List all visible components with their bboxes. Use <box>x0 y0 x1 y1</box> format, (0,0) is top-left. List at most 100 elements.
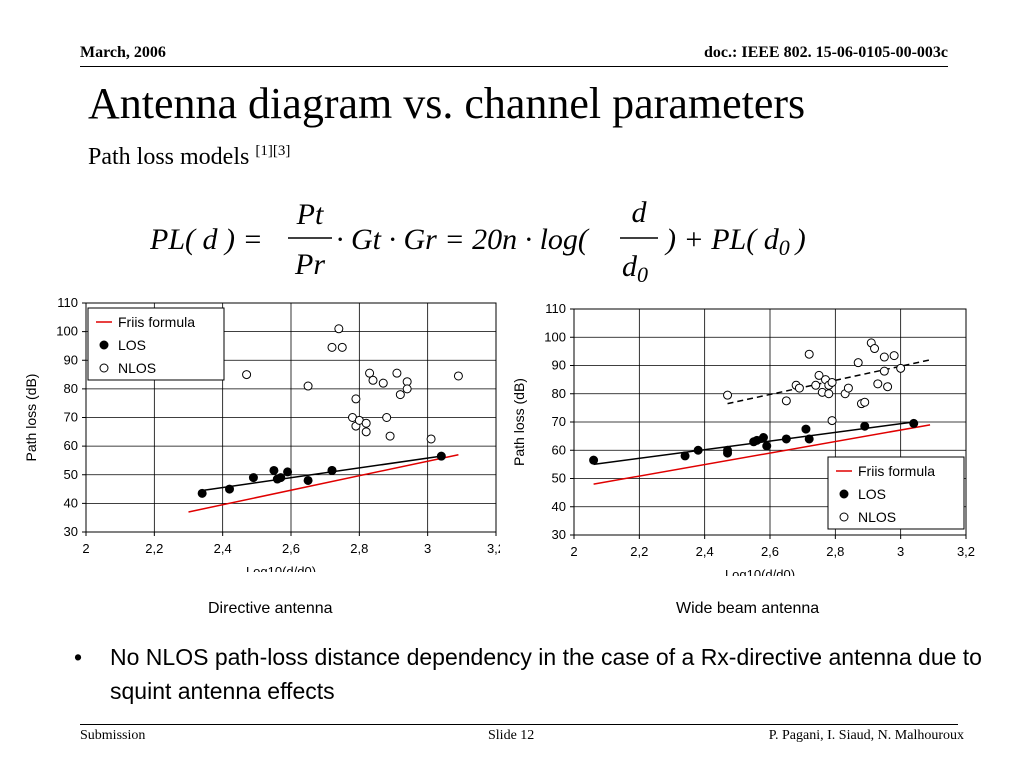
wide-beam-ytick-label: 30 <box>552 527 566 542</box>
directive-los-point <box>248 473 258 483</box>
formula-frac1-num: Pt <box>296 198 324 231</box>
footer-authors: P. Pagani, I. Siaud, N. Malhouroux <box>768 728 964 743</box>
wide-beam-nlos-point <box>879 352 889 362</box>
formula-frac2-num: d <box>632 196 648 229</box>
directive-x-axis-label: Log10(d/d0) <box>246 564 316 572</box>
directive-los-point <box>197 488 207 498</box>
chart-wide-beam-caption: Wide beam antenna <box>676 600 820 617</box>
directive-ytick-label: 60 <box>64 438 78 453</box>
formula-rhs-close: ) <box>794 223 806 256</box>
slide-subtitle: Path loss models [1][3] <box>88 143 290 170</box>
wide-beam-xtick-label: 3 <box>897 544 904 559</box>
path-loss-formula: PL( d ) = Pt Pr · Gt · Gr = 20n · log( d… <box>150 196 806 287</box>
formula-frac2-den-sub: 0 <box>637 262 648 287</box>
directive-legend-label: Friis formula <box>118 314 195 330</box>
chart-directive: 30 40 50 60 70 80 90 100 110 2 2,2 2,4 2,6 2,8 3 3,2 Log… <box>20 292 505 579</box>
directive-xtick-label: 2,8 <box>350 541 368 556</box>
wide-beam-ytick-label: 80 <box>552 386 566 401</box>
wide-beam-nlos-point <box>827 377 837 387</box>
directive-ytick-label: 50 <box>64 467 78 482</box>
wide-beam-xtick-label: 2,8 <box>826 544 844 559</box>
wide-beam-nlos-point <box>860 397 870 407</box>
directive-xtick-label: 2 <box>82 541 89 556</box>
wide-beam-los-point <box>589 455 599 465</box>
wide-beam-ytick-label: 70 <box>552 414 566 429</box>
directive-los-point <box>269 465 279 475</box>
directive-ytick-label: 100 <box>56 324 78 339</box>
wide-beam-xtick-label: 2,2 <box>630 544 648 559</box>
formula-mid: · Gt · Gr = 20n · log( <box>336 223 590 256</box>
directive-los-point <box>436 451 446 461</box>
wide-beam-ytick-label: 40 <box>552 499 566 514</box>
directive-nlos-point <box>361 418 371 428</box>
footer-slide-number: Slide 12 <box>488 728 535 743</box>
wide-beam-xtick-label: 2 <box>570 544 577 559</box>
chart-wide-beam-svg: 30 40 50 60 70 80 90 100 110 2 2,2 2,4 2,6 2,8 3 3,2 Log… <box>511 301 975 582</box>
directive-los-point <box>276 473 286 483</box>
directive-legend-los-swatch <box>99 340 109 350</box>
directive-nlos-point <box>426 434 436 444</box>
directive-nlos-point <box>365 368 375 378</box>
directive-legend-nlos-swatch <box>99 363 109 373</box>
wide-beam-los-point <box>693 445 703 455</box>
wide-beam-los-point <box>804 434 814 444</box>
directive-los-fit-line <box>202 455 442 492</box>
chart-wide-beam: 30 40 50 60 70 80 90 100 110 2 2,2 2,4 2,6 2,8 3 3,2 Log… <box>508 296 988 582</box>
formula-frac1-den: Pr <box>294 248 325 281</box>
wide-beam-xtick-label: 2,6 <box>761 544 779 559</box>
wide-beam-friis-formula-line <box>593 424 931 485</box>
directive-los-point <box>303 475 313 485</box>
directive-ytick-label: 110 <box>57 295 78 310</box>
wide-beam-nlos-point <box>794 383 804 393</box>
formula-lhs: PL( d ) = <box>150 223 263 256</box>
directive-xtick-label: 2,4 <box>214 541 232 556</box>
wide-beam-nlos-point <box>883 382 893 392</box>
directive-legend-label: LOS <box>118 337 146 353</box>
wide-beam-nlos-point <box>811 380 821 390</box>
wide-beam-xtick-label: 2,4 <box>696 544 714 559</box>
formula-rhs-main: ) + PL( d <box>664 223 780 256</box>
subtitle-refs: [1][3] <box>255 143 291 159</box>
directive-legend <box>87 307 225 381</box>
directive-xtick-label: 3,2 <box>487 541 500 556</box>
wide-beam-legend-los-swatch <box>839 489 849 499</box>
formula-frac2-den-d: d <box>622 250 638 283</box>
directive-los-point <box>225 484 234 494</box>
bullet-mark: • <box>74 644 83 670</box>
formula-rhs: ) + PL( d0) <box>664 223 806 260</box>
wide-beam-legend <box>827 456 965 530</box>
wide-beam-xtick-label: 3,2 <box>957 544 975 559</box>
directive-nlos-point <box>378 378 388 388</box>
wide-beam-los-point <box>758 433 768 443</box>
wide-beam-nlos-point <box>814 370 824 380</box>
directive-ytick-label: 40 <box>64 495 78 510</box>
directive-nlos-point <box>361 427 371 437</box>
formula-frac2-den: d0 <box>622 250 648 287</box>
chart-directive-caption: Directive antenna <box>208 600 333 617</box>
wide-beam-legend-nlos-swatch <box>839 512 849 522</box>
directive-los-point <box>283 467 293 477</box>
subtitle-text: Path loss models <box>88 144 256 170</box>
directive-nlos-point <box>385 431 395 441</box>
wide-beam-nlos-point <box>843 383 853 393</box>
directive-legend-label: NLOS <box>118 360 156 376</box>
directive-nlos-point <box>334 324 344 334</box>
directive-friis-formula-line <box>188 453 459 513</box>
wide-beam-los-point <box>860 421 870 431</box>
directive-xtick-label: 2,6 <box>282 541 300 556</box>
directive-ytick-label: 80 <box>64 381 78 396</box>
formula-rhs-sub: 0 <box>779 235 790 260</box>
directive-ytick-label: 90 <box>64 352 78 367</box>
chart-directive-svg: 30 40 50 60 70 80 90 100 110 2 2,2 2,4 2,6 2,8 3 3,2 Log… <box>23 295 505 579</box>
directive-nlos-point <box>368 375 378 385</box>
wide-beam-nlos-point <box>870 344 880 354</box>
wide-beam-los-point <box>723 445 733 455</box>
directive-nlos-point <box>337 342 347 352</box>
footer-submission: Submission <box>80 728 146 743</box>
wide-beam-y-axis-label: Path loss (dB) <box>511 378 527 466</box>
header-doc-id: doc.: IEEE 802. 15-06-0105-00-003c <box>704 44 948 61</box>
wide-beam-nlos-point <box>889 351 899 361</box>
wide-beam-los-point <box>762 441 772 451</box>
header-date: March, 2006 <box>80 44 166 61</box>
wide-beam-nlos-point <box>896 363 906 373</box>
